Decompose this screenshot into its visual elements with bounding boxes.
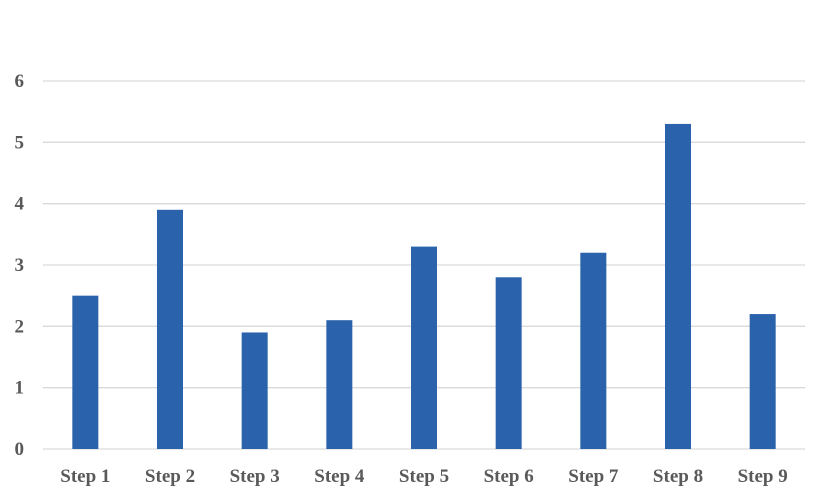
x-tick-label: Step 5	[399, 466, 449, 487]
x-tick-label: Step 9	[738, 466, 788, 487]
bar-step-9	[749, 314, 776, 449]
x-tick-label: Step 7	[568, 466, 619, 487]
bar-step-3	[241, 332, 268, 449]
bar-step-7	[580, 252, 607, 449]
x-tick-label: Step 2	[145, 466, 195, 487]
x-tick-label: Step 6	[484, 466, 534, 487]
y-tick-label: 5	[15, 132, 25, 153]
bar-step-8	[665, 123, 691, 449]
x-tick-label: Step 1	[60, 466, 110, 487]
y-tick-label: 0	[15, 439, 25, 460]
bar-step-4	[326, 320, 353, 449]
y-axis-ticks: 0 1 2 3 4 5 6	[15, 71, 25, 460]
y-tick-label: 3	[15, 255, 25, 276]
x-tick-label: Step 8	[653, 466, 703, 487]
bar-step-2	[157, 209, 183, 449]
x-axis-labels: Step 1 Step 2 Step 3 Step 4 Step 5 Step 6 Step…	[60, 466, 787, 487]
y-tick-label: 1	[15, 378, 25, 399]
bar-step-6	[495, 277, 522, 449]
x-tick-label: Step 3	[230, 466, 280, 487]
y-tick-label: 4	[15, 194, 25, 215]
y-tick-label: 6	[15, 71, 25, 92]
bars	[72, 123, 776, 449]
bar-step-1	[72, 295, 99, 449]
x-tick-label: Step 4	[314, 466, 365, 487]
y-tick-label: 2	[15, 316, 25, 337]
bar-step-5	[411, 246, 437, 449]
